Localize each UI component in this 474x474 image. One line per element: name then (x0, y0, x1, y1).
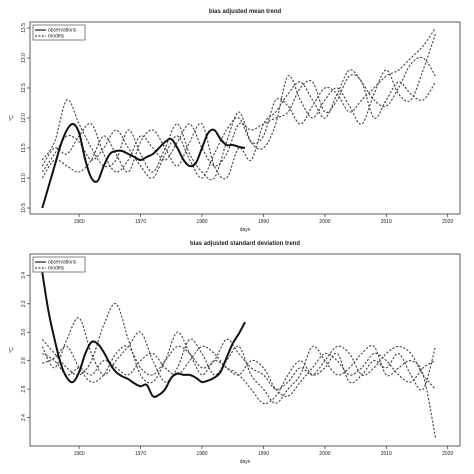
chart-title: bias adjusted mean trend (209, 9, 282, 15)
y-axis-label: °C (9, 347, 15, 353)
x-tick-label: 1970 (135, 219, 146, 225)
y-tick-label: 13.5 (21, 23, 27, 33)
chart-2: bias adjusted standard deviation trend 19… (9, 241, 461, 465)
y-tick-label: 10.5 (21, 203, 27, 213)
y-tick-label: 2.8 (21, 357, 27, 364)
x-tick-label: 2020 (442, 451, 453, 457)
x-tick-label: 1960 (74, 451, 85, 457)
y-tick-label: 3.4 (21, 272, 27, 279)
x-axis-label: days (240, 459, 251, 465)
x-tick-label: 1980 (196, 451, 207, 457)
legend-label-observations: observations (48, 260, 77, 266)
x-tick-label: 2010 (381, 219, 392, 225)
models-series-line-1 (41, 27, 436, 179)
legend-label-models: models (48, 34, 65, 40)
x-tick-label: 2020 (442, 219, 453, 225)
models-series-line-3 (42, 345, 436, 397)
x-tick-label: 2000 (319, 451, 330, 457)
models-series-line-4 (42, 338, 436, 390)
observations-series-line (41, 122, 246, 209)
models-series-line-4 (41, 74, 436, 173)
observations-series-line (41, 272, 246, 398)
legend-label-observations: observations (48, 28, 77, 34)
models-series-line-2 (41, 317, 436, 438)
y-tick-label: 12.0 (21, 113, 27, 123)
x-tick-label: 1970 (135, 451, 146, 457)
y-tick-label: 3.2 (21, 300, 27, 307)
x-tick-label: 1990 (258, 451, 269, 457)
x-axis-label: days (240, 227, 251, 233)
x-tick-label: 1990 (258, 219, 269, 225)
y-tick-label: 2.4 (21, 414, 27, 421)
models-series-line-3 (41, 33, 436, 181)
y-axis-label: °C (9, 115, 15, 121)
legend-label-models: models (48, 266, 65, 272)
y-tick-label: 12.5 (21, 83, 27, 93)
y-tick-label: 3.0 (21, 329, 27, 336)
y-tick-label: 11.5 (21, 143, 27, 153)
plot-frame (29, 21, 461, 215)
models-series-line-2 (41, 56, 436, 180)
y-tick-label: 2.6 (21, 385, 27, 392)
x-tick-label: 1960 (74, 219, 85, 225)
chart-title: bias adjusted standard deviation trend (190, 241, 300, 247)
x-tick-label: 2000 (319, 219, 330, 225)
x-tick-label: 1980 (196, 219, 207, 225)
y-tick-label: 13.0 (21, 53, 27, 63)
y-tick-label: 11.0 (21, 173, 27, 183)
chart-1: bias adjusted mean trend 1960 1970 1980 1990… (9, 9, 461, 233)
plot-frame (29, 253, 461, 447)
x-tick-label: 2010 (381, 451, 392, 457)
